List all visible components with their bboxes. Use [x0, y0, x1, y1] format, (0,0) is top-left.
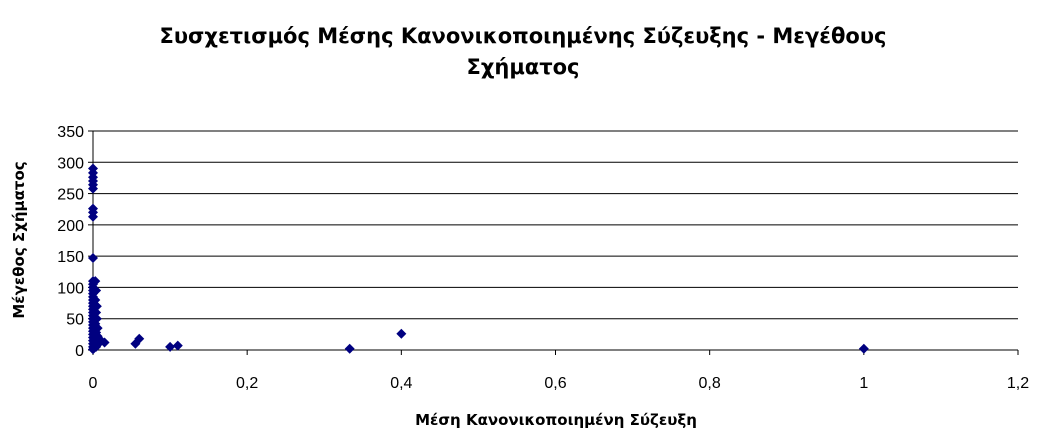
data-point-marker — [396, 328, 407, 339]
grid-lines — [93, 130, 1018, 320]
y-tick-label: 350 — [57, 124, 84, 141]
data-point-marker — [88, 211, 98, 222]
chart-title-line-1: Συσχετισμός Μέσης Κανονικοποιημένης Σύζε… — [160, 24, 887, 48]
y-tick-label: 50 — [66, 312, 84, 329]
y-tick-label: 150 — [57, 249, 84, 266]
y-tick-label: 200 — [57, 218, 84, 235]
data-point-marker — [165, 341, 176, 352]
data-point-marker — [99, 337, 110, 348]
y-tick-label: 300 — [57, 155, 84, 172]
data-point-marker — [88, 183, 98, 194]
x-tick-label: 1,2 — [1007, 375, 1029, 392]
data-point-marker — [172, 340, 183, 351]
y-tick-label: 100 — [57, 280, 84, 297]
data-point-marker — [88, 253, 98, 264]
x-tick-label: 0,6 — [544, 375, 566, 392]
data-point-marker — [91, 341, 102, 352]
plot-area: 0 50 100 150 200 250 300 350 0 0,2 0,4 0,6 0,8 1 1,2 — [57, 124, 1029, 392]
data-point-marker — [134, 333, 145, 344]
data-point-marker — [91, 285, 102, 296]
x-tick-label: 0 — [89, 375, 98, 392]
y-axis-ticks: 0 50 100 150 200 250 300 350 — [57, 124, 93, 360]
y-axis-label: Μέγεθος Σχήματος — [10, 161, 28, 318]
chart-title-line-2: Σχήματος — [467, 55, 580, 79]
x-tick-label: 1 — [859, 375, 868, 392]
x-tick-label: 0,4 — [390, 375, 412, 392]
y-tick-label: 0 — [75, 343, 84, 360]
data-points — [88, 163, 869, 355]
x-tick-label: 0,8 — [699, 375, 721, 392]
data-point-marker — [344, 343, 355, 354]
data-point-marker — [91, 307, 102, 318]
data-point-marker — [858, 343, 869, 354]
x-axis-label: Μέση Κανονικοποιημένη Σύζευξη — [415, 411, 697, 429]
data-point-marker — [91, 301, 102, 312]
data-point-marker — [90, 276, 101, 287]
x-axis-ticks: 0 0,2 0,4 0,6 0,8 1 1,2 — [89, 350, 1029, 392]
x-tick-label: 0,2 — [236, 375, 258, 392]
y-tick-label: 250 — [57, 187, 84, 204]
